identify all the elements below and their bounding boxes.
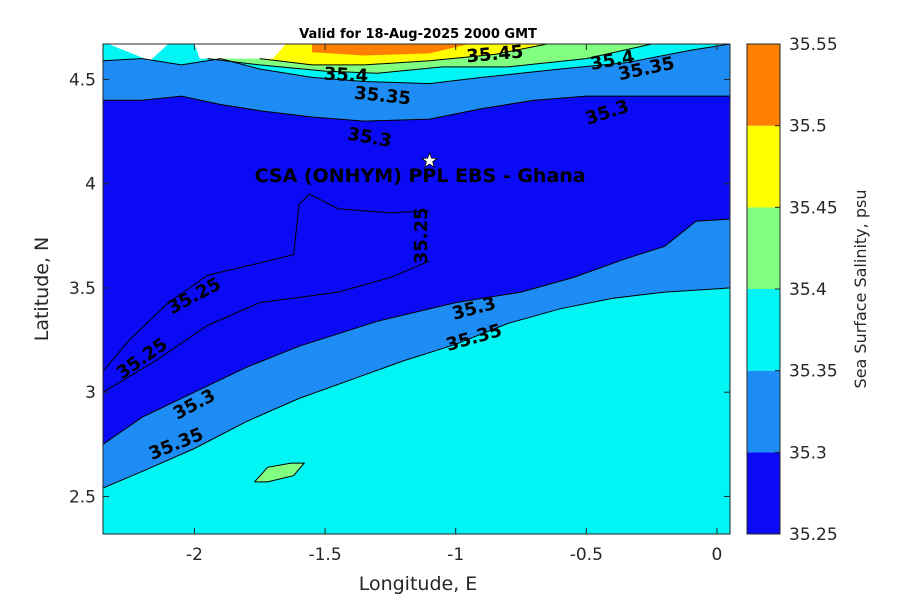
colorbar-swatch-3	[747, 207, 780, 289]
colorbar-tick-label-4: 35.45	[789, 198, 838, 218]
contour-fills	[103, 44, 730, 534]
contour-region-4	[254, 463, 305, 482]
colorbar-tick-label-0: 35.25	[789, 525, 838, 545]
colorbar-swatch-0	[747, 452, 780, 534]
colorbar: 35.25 35.3 35.35 35.4 35.45 35.5 35.55	[746, 35, 838, 545]
x-tick-label-0: -2	[186, 545, 203, 565]
site-star-icon	[420, 151, 439, 169]
contour-line-3	[103, 287, 730, 489]
colorbar-swatch-1	[747, 370, 780, 453]
colorbar-swatch-2	[747, 289, 780, 371]
contour-line-5	[103, 44, 730, 85]
contour-region-3	[103, 288, 730, 534]
site-label: CSA (ONHYM) PPL EBS - Ghana	[255, 165, 586, 187]
x-axis-ticks: -2 -1.5 -1 -0.5 0	[186, 44, 722, 565]
y-tick-label-4: 4.5	[69, 70, 96, 90]
y-tick-label-3: 4	[85, 175, 96, 195]
contour-line-2	[103, 218, 730, 445]
x-tick-label-2: -1	[447, 545, 464, 565]
site-annotation: CSA (ONHYM) PPL EBS - Ghana	[255, 151, 586, 187]
colorbar-swatch-5	[747, 44, 780, 126]
contour-label-7: 35.25	[411, 207, 432, 264]
colorbar-tick-label-5: 35.5	[789, 117, 827, 137]
colorbar-tick-label-6: 35.55	[789, 35, 838, 55]
contour-region-1	[103, 96, 730, 445]
plot-frame	[102, 43, 731, 535]
y-axis-ticks: 2.5 3 3.5 4 4.5	[69, 70, 730, 507]
x-tick-label-3: -0.5	[570, 545, 603, 565]
contour-line-7	[259, 44, 548, 66]
chart-title: Valid for 18-Aug-2025 2000 GMT	[299, 27, 537, 42]
contour-region-2	[103, 219, 730, 489]
x-tick-label-4: 0	[712, 545, 723, 565]
y-tick-label-0: 2.5	[69, 487, 96, 507]
y-tick-label-2: 3.5	[69, 279, 96, 299]
x-tick-label-1: -1.5	[308, 545, 341, 565]
y-tick-label-1: 3	[85, 383, 96, 403]
colorbar-tick-label-3: 35.4	[789, 280, 827, 300]
colorbar-tick-label-2: 35.35	[789, 362, 838, 382]
x-axis-label: Longitude, E	[359, 573, 478, 595]
colorbar-label: Sea Surface Salinity, psu	[851, 190, 870, 389]
contour-line-1	[103, 260, 430, 393]
colorbar-swatch-4	[747, 125, 780, 208]
contour-region-8	[312, 44, 469, 56]
contour-region-9	[103, 44, 286, 61]
contour-line-0	[103, 193, 430, 372]
contour-label-3: 35.4	[323, 64, 368, 87]
contour-line-6	[207, 44, 652, 74]
contour-label-0: 35.45	[466, 41, 525, 67]
y-axis-label: Latitude, N	[31, 237, 53, 342]
contour-line-8	[254, 462, 306, 483]
colorbar-tick-label-1: 35.3	[789, 443, 827, 463]
contour-lines	[103, 44, 730, 489]
contour-line-4	[103, 95, 730, 122]
